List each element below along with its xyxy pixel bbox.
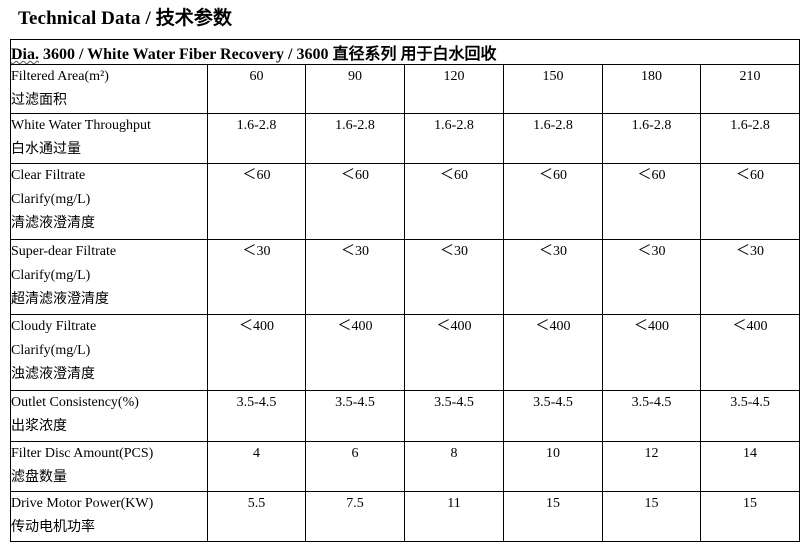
row-label-line: Clarify(mg/L) <box>11 192 91 207</box>
table-cell: 1.6-2.8 <box>699 113 801 164</box>
table-cell: ＜30 <box>602 239 701 315</box>
page-title: Technical Data / 技术参数 <box>18 8 233 29</box>
table-cell: 4 <box>207 441 306 492</box>
table-cell: ＜60 <box>404 163 504 240</box>
table-row: White Water Throughput 白水通过量 1.6-2.8 1.6-2.… <box>10 113 801 164</box>
table-caption: Dia. 3600 / White Water Fiber Recovery /… <box>9 39 801 65</box>
table-cell: ＜30 <box>503 239 603 315</box>
row-label-line: Clear Filtrate <box>11 168 86 183</box>
technical-data-table: Dia. 3600 / White Water Fiber Recovery /… <box>9 39 801 542</box>
table-cell: ＜60 <box>503 163 603 240</box>
table-cell: 3.5-4.5 <box>602 390 701 442</box>
table-cell: 1.6-2.8 <box>404 113 504 164</box>
table-cell: 3.5-4.5 <box>207 390 306 442</box>
table-cell: 14 <box>699 441 801 492</box>
table-cell: 1.6-2.8 <box>503 113 603 164</box>
row-label-line: Clarify(mg/L) <box>11 343 91 358</box>
table-caption-row: Dia. 3600 / White Water Fiber Recovery /… <box>9 39 801 65</box>
table-cell: 6 <box>305 441 405 492</box>
row-label: Cloudy Filtrate Clarify(mg/L) 浊滤液澄清度 <box>10 314 208 391</box>
table-cell: 3.5-4.5 <box>699 390 801 442</box>
table-cell: ＜400 <box>503 314 603 391</box>
table-cell: ＜400 <box>602 314 701 391</box>
table-cell: 11 <box>404 491 504 542</box>
row-label: Super-dear Filtrate Clarify(mg/L) 超清滤液澄清度 <box>10 239 208 315</box>
table-cell: 15 <box>602 491 701 542</box>
row-label-line: Cloudy Filtrate <box>11 319 97 334</box>
table-row: Filtered Area(m²) 过滤面积 60 90 120 150 180 210 <box>10 64 801 114</box>
table-row: Outlet Consistency(%) 出浆浓度 3.5-4.5 3.5-4.5 3… <box>10 390 801 442</box>
row-label-line: 过滤面积 <box>11 93 67 108</box>
row-label: Filtered Area(m²) 过滤面积 <box>10 64 208 114</box>
row-label-line: 滤盘数量 <box>11 470 67 485</box>
row-label-line: Outlet Consistency(%) <box>11 395 139 410</box>
table-cell: ＜400 <box>699 314 801 391</box>
table-cell: 3.5-4.5 <box>503 390 603 442</box>
table-row: Clear Filtrate Clarify(mg/L) 清滤液澄清度 ＜60 ＜60 ＜… <box>10 163 801 240</box>
table-row: Cloudy Filtrate Clarify(mg/L) 浊滤液澄清度 ＜400 ＜4… <box>10 314 801 391</box>
table-cell: 1.6-2.8 <box>305 113 405 164</box>
table-cell: 60 <box>207 64 306 114</box>
table-cell: 10 <box>503 441 603 492</box>
row-label: Filter Disc Amount(PCS) 滤盘数量 <box>10 441 208 492</box>
table-cell: ＜400 <box>207 314 306 391</box>
table-cell: ＜30 <box>699 239 801 315</box>
row-label-line: Filtered Area(m²) <box>11 69 109 84</box>
caption-dia: Dia. <box>11 46 39 63</box>
row-label-line: 出浆浓度 <box>11 419 67 434</box>
row-label-line: 超清滤液澄清度 <box>11 292 109 307</box>
table-cell: 3.5-4.5 <box>404 390 504 442</box>
row-label-line: Clarify(mg/L) <box>11 268 91 283</box>
caption-text: 3600 / White Water Fiber Recovery / 3600… <box>39 46 497 63</box>
table-cell: ＜30 <box>404 239 504 315</box>
table-cell: ＜30 <box>207 239 306 315</box>
table-cell: 150 <box>503 64 603 114</box>
table-row: Filter Disc Amount(PCS) 滤盘数量 4 6 8 10 12 14 <box>10 441 801 492</box>
row-label-line: Filter Disc Amount(PCS) <box>11 446 154 461</box>
table-cell: 1.6-2.8 <box>602 113 701 164</box>
row-label-line: 传动电机功率 <box>11 520 95 535</box>
row-label-line: Super-dear Filtrate <box>11 244 117 259</box>
table-row: Super-dear Filtrate Clarify(mg/L) 超清滤液澄清度 ＜… <box>10 239 801 315</box>
table-cell: 3.5-4.5 <box>305 390 405 442</box>
row-label-line: 清滤液澄清度 <box>11 216 95 231</box>
row-label-line: Drive Motor Power(KW) <box>11 496 154 511</box>
row-label-line: White Water Throughput <box>11 118 151 133</box>
table-cell: 15 <box>699 491 801 542</box>
table-cell: 12 <box>602 441 701 492</box>
row-label-line: 浊滤液澄清度 <box>11 367 95 382</box>
table-cell: 90 <box>305 64 405 114</box>
table-cell: 120 <box>404 64 504 114</box>
table-cell: ＜60 <box>207 163 306 240</box>
table-cell: 1.6-2.8 <box>207 113 306 164</box>
table-cell: 210 <box>699 64 801 114</box>
row-label-line: 白水通过量 <box>11 142 81 157</box>
table-cell: ＜400 <box>404 314 504 391</box>
row-label: Drive Motor Power(KW) 传动电机功率 <box>10 491 208 542</box>
table-cell: 5.5 <box>207 491 306 542</box>
table-cell: ＜60 <box>305 163 405 240</box>
row-label: Outlet Consistency(%) 出浆浓度 <box>10 390 208 442</box>
table-cell: ＜400 <box>305 314 405 391</box>
table-cell: ＜60 <box>602 163 701 240</box>
row-label: White Water Throughput 白水通过量 <box>10 113 208 164</box>
table-cell: ＜60 <box>699 163 801 240</box>
table-cell: 8 <box>404 441 504 492</box>
table-cell: 15 <box>503 491 603 542</box>
table-cell: 180 <box>602 64 701 114</box>
row-label: Clear Filtrate Clarify(mg/L) 清滤液澄清度 <box>10 163 208 240</box>
table-row: Drive Motor Power(KW) 传动电机功率 5.5 7.5 11 15 15 1… <box>10 491 801 542</box>
table-cell: 7.5 <box>305 491 405 542</box>
table-cell: ＜30 <box>305 239 405 315</box>
